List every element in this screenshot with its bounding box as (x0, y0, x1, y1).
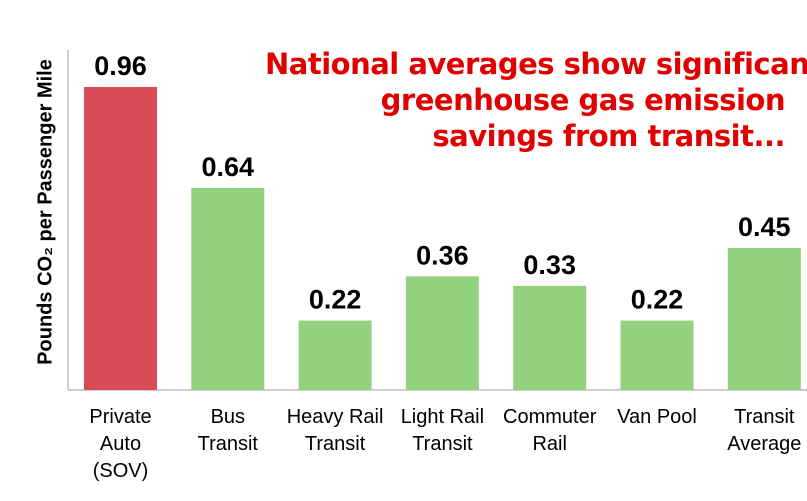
value-labels-group: 0.96 0.64 0.22 0.36 0.33 0.22 0.45 (94, 51, 790, 315)
category-label-6: Transit Average (708, 404, 807, 458)
category-label-2-line-0: Heavy Rail (286, 406, 384, 428)
bar-4 (513, 285, 587, 390)
category-label-1: Bus Transit (172, 404, 284, 458)
category-label-0-line-1: Auto (99, 433, 142, 455)
headline-line-3: savings from transit... (432, 119, 785, 153)
category-label-4-line-0: Commuter (503, 406, 597, 428)
category-label-5: Van Pool (601, 404, 713, 431)
value-label-0: 0.96 (94, 51, 147, 81)
value-label-1: 0.64 (202, 152, 255, 182)
y-axis-label: Pounds CO₂ per Passenger Mile (34, 59, 57, 365)
headline: National averages show significant green… (265, 46, 807, 154)
category-label-1-line-0: Bus (210, 406, 246, 428)
category-label-4-line-1: Rail (532, 433, 567, 455)
category-label-3: Light Rail Transit (386, 404, 498, 458)
value-label-5: 0.22 (631, 285, 684, 315)
category-label-2: Heavy Rail Transit (279, 404, 391, 458)
bar-5 (620, 320, 694, 390)
category-label-3-line-1: Transit (412, 433, 473, 455)
value-label-6: 0.45 (738, 212, 791, 242)
category-label-0-line-0: Private (89, 406, 152, 428)
bar-0 (84, 87, 157, 390)
category-label-3-line-0: Light Rail (400, 406, 485, 428)
category-label-4: Commuter Rail (494, 404, 606, 458)
category-label-6-line-0: Transit (734, 406, 795, 428)
value-label-2: 0.22 (309, 285, 362, 315)
category-label-0: Private Auto (SOV) (65, 404, 177, 485)
value-label-3: 0.36 (416, 240, 469, 270)
category-label-0-line-2: (SOV) (92, 460, 149, 482)
category-label-1-line-1: Transit (197, 433, 258, 455)
bars-group (84, 87, 801, 390)
category-label-5-line-0: Van Pool (617, 406, 697, 428)
bar-2 (298, 320, 372, 390)
category-label-2-line-1: Transit (304, 433, 366, 455)
headline-line-1: National averages show significant (265, 47, 807, 81)
value-label-4: 0.33 (523, 250, 576, 280)
bar-3 (405, 276, 479, 390)
category-label-6-line-1: Average (727, 433, 802, 455)
bar-6 (727, 247, 801, 390)
headline-line-2: greenhouse gas emission (380, 83, 786, 117)
bar-1 (191, 188, 265, 390)
